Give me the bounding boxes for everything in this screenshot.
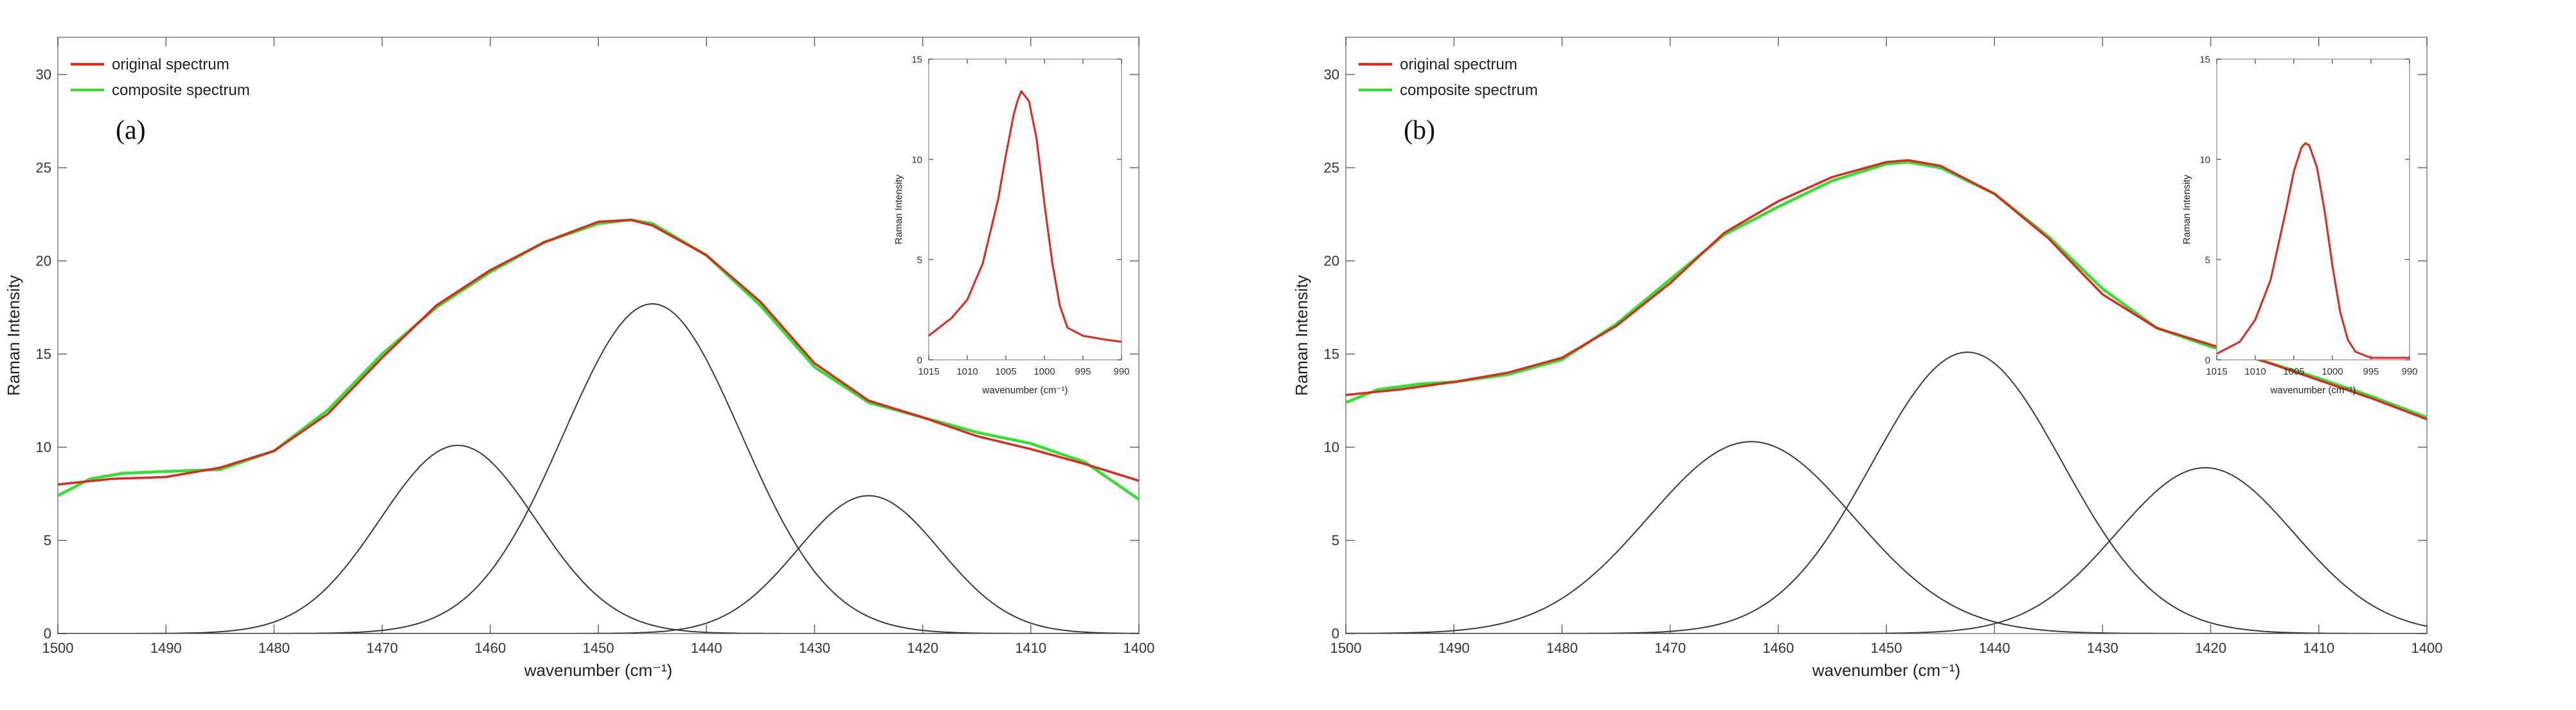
inset-original-spectrum-line [2216,142,2410,359]
x-axis-label: wavenumber (cm⁻¹) [524,661,672,680]
chart-panel-a: 1500 1490 1480 1470 1460 1450 1440 1430 1420 1410… [4,37,1155,680]
x-tick-label: 1430 [2087,640,2118,656]
x-tick-label: 1480 [258,640,290,656]
x-tick-label: 1450 [1871,640,1902,656]
y-tick-label: 25 [36,160,51,176]
inset-x-tick-label: 1015 [918,366,939,377]
inset-y-tick-label: 5 [2205,254,2210,265]
y-tick-label: 20 [36,253,51,269]
inset-x-tick-label: 990 [2401,366,2417,377]
x-tick-label: 1410 [2303,640,2334,656]
inset-y-tick-label: 0 [917,355,922,366]
inset-y-tick-label: 10 [2199,154,2210,165]
y-tick-label: 15 [1324,346,1339,362]
y-tick-label: 30 [36,67,51,83]
inset-x-tick-label: 1015 [2206,366,2227,377]
inset-x-tick-label: 1010 [956,366,978,377]
inset-y-tick-label: 15 [2199,54,2210,65]
x-tick-label: 1500 [42,640,74,656]
component-curve-3 [1346,466,2427,634]
inset-x-tick-label: 995 [2363,366,2379,377]
y-tick-label: 20 [1324,253,1339,269]
inset-x-axis-label: wavenumber (cm⁻¹) [2270,385,2356,396]
x-tick-label: 1480 [1546,640,1578,656]
inset-y-tick-label: 0 [2205,355,2210,366]
inset-x-tick-label: 1005 [2283,366,2304,377]
x-tick-label: 1500 [1330,640,1362,656]
x-tick-label: 1450 [583,640,614,656]
component-curve-3 [58,495,1139,634]
component-curve-1 [1346,441,2427,634]
inset-x-tick-label: 1000 [1033,366,1055,377]
legend-label-composite: composite spectrum [112,82,250,99]
x-tick-label: 1410 [1015,640,1046,656]
y-tick-label: 0 [44,626,51,642]
inset-plot-frame [928,58,1122,360]
y-tick-label: 10 [36,439,51,456]
x-tick-label: 1430 [799,640,830,656]
inset-y-tick-label: 15 [911,54,922,65]
y-tick-label: 10 [1324,439,1339,456]
legend-label-original: original spectrum [1400,56,1517,73]
component-curve-1 [58,445,1139,634]
panel-label: (a) [116,116,146,145]
x-tick-label: 1470 [1654,640,1686,656]
y-tick-label: 30 [1324,67,1339,83]
y-tick-label: 5 [1332,533,1339,549]
x-tick-label: 1460 [1762,640,1794,656]
legend-label-original: original spectrum [112,56,229,73]
inset-original-spectrum-line [928,90,1122,343]
legend-label-composite: composite spectrum [1400,82,1538,99]
inset-x-tick-label: 1005 [995,366,1016,377]
component-curve-2 [1346,351,2427,634]
x-tick-label: 1490 [150,640,182,656]
y-axis-label: Raman Intensity [4,275,23,396]
x-tick-label: 1460 [474,640,506,656]
x-tick-label: 1420 [2195,640,2226,656]
x-tick-label: 1440 [1979,640,2010,656]
inset-x-tick-label: 995 [1075,366,1091,377]
x-tick-label: 1400 [2411,640,2443,656]
inset-x-tick-label: 1000 [2321,366,2343,377]
chart-panel-b: 1500 1490 1480 1470 1460 1450 1440 1430 1420 1410… [1292,37,2443,680]
x-tick-label: 1440 [691,640,722,656]
y-tick-label: 5 [44,533,51,549]
inset-y-axis-label: Raman Intensity [2181,174,2192,244]
x-tick-label: 1420 [907,640,938,656]
y-tick-label: 0 [1332,626,1339,642]
panel-label: (b) [1404,116,1435,145]
plot-area [58,218,1139,634]
inset-y-tick-label: 5 [917,254,922,265]
x-tick-label: 1470 [366,640,398,656]
inset-x-axis-label: wavenumber (cm⁻¹) [982,385,1068,396]
y-axis-label: Raman Intensity [1292,275,1311,396]
inset-x-tick-label: 990 [1113,366,1129,377]
inset-plot-frame [2216,58,2410,360]
x-axis-label: wavenumber (cm⁻¹) [1812,661,1960,680]
x-tick-label: 1490 [1438,640,1470,656]
original-spectrum-line [58,218,1139,486]
y-tick-label: 15 [36,346,51,362]
y-tick-label: 25 [1324,160,1339,176]
component-curve-2 [58,303,1139,634]
x-tick-label: 1400 [1123,640,1155,656]
inset-x-tick-label: 1010 [2244,366,2266,377]
inset-y-axis-label: Raman Intensity [893,174,904,244]
inset-y-tick-label: 10 [911,154,922,165]
